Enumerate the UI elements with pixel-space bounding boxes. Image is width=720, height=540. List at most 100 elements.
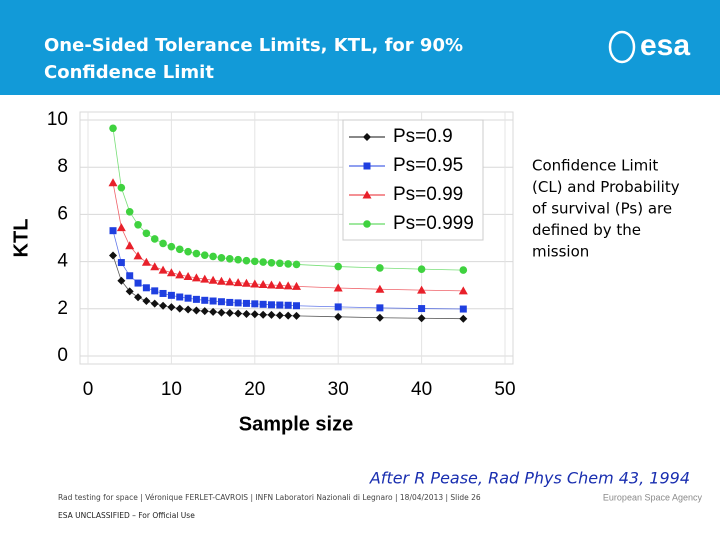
marker: [134, 220, 142, 229]
note-line: mission: [532, 243, 589, 261]
x-tick-label: 10: [161, 379, 182, 400]
marker: [151, 287, 159, 295]
marker: [250, 279, 260, 288]
marker: [276, 259, 284, 268]
marker: [159, 239, 167, 248]
marker: [167, 291, 175, 299]
y-tick-label: 4: [57, 251, 68, 272]
marker: [159, 289, 167, 297]
x-tick-label: 50: [494, 379, 515, 400]
marker: [375, 284, 385, 293]
marker: [283, 281, 293, 290]
marker: [184, 305, 193, 314]
marker: [459, 314, 468, 323]
marker: [209, 307, 218, 316]
marker: [267, 301, 275, 309]
marker: [108, 178, 118, 187]
logo-mark: [608, 30, 636, 64]
marker: [166, 268, 176, 277]
y-axis-label: KTL: [10, 219, 32, 258]
marker: [125, 241, 135, 250]
marker: [459, 266, 468, 274]
y-tick-label: 2: [57, 298, 68, 319]
header-band: [0, 0, 720, 95]
marker: [334, 303, 342, 311]
legend-marker: [363, 162, 371, 170]
marker: [175, 245, 184, 254]
citation: After R Pease, Rad Phys Chem 43, 1994: [369, 469, 690, 488]
note-line: defined by the: [532, 221, 641, 239]
marker: [334, 262, 343, 271]
marker: [251, 300, 259, 308]
marker: [242, 309, 251, 318]
marker: [183, 271, 193, 280]
marker: [418, 305, 426, 313]
marker: [375, 313, 384, 322]
marker: [142, 297, 151, 306]
marker: [459, 305, 467, 313]
legend-label: Ps=0.99: [393, 184, 463, 205]
marker: [458, 286, 468, 295]
marker: [266, 280, 276, 289]
marker: [234, 309, 243, 318]
marker: [158, 265, 168, 274]
marker: [167, 242, 176, 251]
marker: [167, 303, 176, 312]
marker: [284, 260, 292, 268]
marker: [225, 309, 234, 318]
marker: [150, 299, 159, 308]
marker: [258, 279, 268, 288]
x-tick-label: 40: [411, 379, 432, 400]
marker: [233, 278, 243, 287]
marker: [142, 284, 150, 292]
marker: [259, 258, 267, 266]
marker: [275, 280, 285, 289]
marker: [417, 285, 427, 294]
marker: [293, 302, 300, 310]
marker: [200, 274, 210, 283]
note-line: (CL) and Probability: [532, 178, 680, 196]
marker: [292, 311, 301, 320]
marker: [109, 227, 117, 235]
marker: [242, 299, 250, 307]
note-line: of survival (Ps) are: [532, 200, 672, 218]
marker: [109, 124, 117, 133]
y-tick-label: 10: [47, 109, 68, 130]
marker: [376, 304, 384, 312]
marker: [176, 293, 184, 301]
x-tick-label: 30: [328, 379, 349, 400]
marker: [125, 208, 134, 216]
marker: [142, 229, 151, 238]
logo: esa: [640, 29, 690, 62]
marker: [208, 275, 218, 284]
marker: [292, 260, 301, 269]
marker: [234, 299, 242, 307]
marker: [200, 307, 209, 316]
marker: [292, 281, 301, 290]
marker: [175, 270, 185, 279]
marker: [241, 278, 251, 287]
note: Confidence Limit (CL) and Probability of s…: [532, 157, 680, 261]
marker: [125, 287, 134, 296]
marker: [141, 257, 151, 266]
slide-title: One-Sided Tolerance Limits, KTL, for 90%: [44, 35, 463, 56]
x-tick-label: 0: [83, 379, 94, 400]
marker: [276, 301, 284, 309]
marker: [376, 264, 384, 272]
marker: [284, 311, 293, 320]
marker: [225, 254, 234, 263]
marker: [117, 183, 126, 192]
marker: [192, 295, 200, 303]
marker: [134, 279, 142, 287]
legend-marker: [362, 190, 372, 199]
y-tick-label: 6: [57, 203, 68, 224]
marker: [251, 257, 259, 266]
marker: [175, 304, 184, 313]
marker: [250, 310, 259, 319]
y-tick-label: 8: [57, 156, 68, 177]
marker: [192, 306, 201, 315]
legend-label: Ps=0.999: [393, 213, 474, 234]
marker: [150, 235, 159, 243]
marker: [334, 312, 343, 321]
